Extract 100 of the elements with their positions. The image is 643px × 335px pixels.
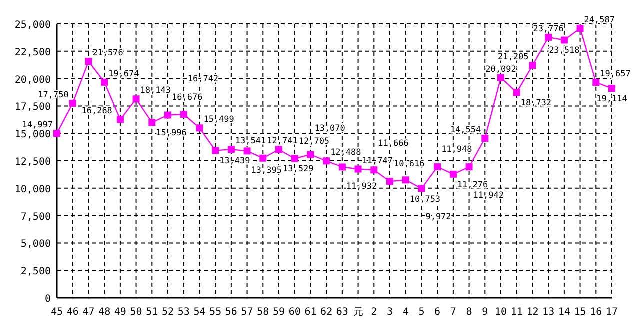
data-label: 13,070 (314, 124, 346, 134)
data-label: 14,997 (22, 120, 54, 131)
x-tick-label: 62 (320, 307, 333, 318)
point (466, 164, 473, 171)
x-tick-label: 17 (606, 307, 618, 318)
data-label: 19,114 (596, 94, 628, 105)
x-tick-label: 55 (210, 307, 222, 318)
data-label: 13,529 (283, 164, 314, 175)
point (244, 148, 251, 155)
point (434, 164, 442, 171)
point (276, 146, 282, 154)
x-tick-label: 47 (82, 307, 95, 318)
data-label: 21,205 (498, 52, 529, 63)
x-tick-label: 15 (574, 307, 586, 318)
x-tick-label: 3 (386, 307, 394, 318)
data-label: 18,143 (140, 86, 172, 96)
data-label: 13,541 (235, 136, 266, 147)
data-label: 9,972 (426, 212, 452, 223)
point (116, 116, 124, 124)
y-tick-label: 22,500 (14, 47, 51, 58)
x-tick-label: 13 (542, 307, 555, 318)
data-label: 11,666 (378, 139, 409, 150)
point (576, 25, 584, 32)
data-label: 12,741 (267, 136, 298, 146)
x-tick-label: 10 (494, 307, 508, 318)
data-label: 20,092 (486, 64, 516, 75)
y-tick-label: 10,000 (14, 184, 51, 196)
y-tick-label: 25,000 (14, 20, 51, 31)
y-tick-label: 2,500 (20, 266, 51, 278)
data-label: 16,676 (172, 93, 203, 104)
x-tick-label: 60 (288, 307, 301, 318)
data-label: 11,942 (473, 191, 504, 202)
x-tick-label: 48 (98, 307, 111, 318)
y-tick-label: 7,500 (20, 212, 51, 223)
point (560, 36, 568, 44)
data-label: 23,518 (549, 46, 580, 56)
x-tick-label: 45 (50, 307, 64, 318)
data-label: 15,499 (204, 115, 234, 126)
data-label: 16,268 (82, 106, 112, 117)
data-label: 12,488 (330, 148, 362, 158)
point (228, 146, 235, 154)
x-tick-label: 63 (336, 307, 348, 318)
point (386, 178, 394, 186)
y-tick-label: 15,000 (14, 130, 51, 141)
x-tick-label: 49 (114, 307, 126, 318)
point (101, 78, 108, 86)
point (323, 158, 330, 165)
point (212, 147, 220, 154)
point (307, 151, 314, 158)
data-label: 11,932 (346, 182, 378, 192)
data-label: 13,395 (251, 166, 282, 176)
point (260, 154, 267, 162)
y-tick-label: 0 (44, 294, 51, 305)
point (164, 112, 172, 119)
data-label: 10,753 (410, 195, 441, 206)
x-tick-label: 7 (450, 307, 456, 318)
x-tick-label: 51 (146, 307, 158, 318)
y-tick-label: 12,500 (14, 157, 51, 168)
data-label: 14,554 (450, 125, 482, 136)
x-tick-label: 9 (482, 307, 488, 318)
x-tick-label: 元 (353, 307, 364, 318)
x-tick-label: 58 (257, 307, 270, 318)
data-label: 11,747 (362, 156, 394, 166)
point (338, 164, 346, 171)
data-label: 11,276 (457, 180, 488, 190)
x-tick-label: 56 (225, 307, 238, 318)
y-tick-label: 17,500 (14, 102, 51, 114)
point (402, 176, 410, 184)
data-label: 24,587 (584, 16, 616, 26)
x-tick-label: 16 (590, 307, 602, 318)
point (592, 79, 600, 86)
point (132, 96, 140, 103)
point (148, 119, 156, 126)
point (608, 85, 616, 92)
data-label: 19,674 (108, 69, 140, 80)
x-tick-label: 50 (130, 307, 142, 318)
data-label: 11,948 (442, 145, 472, 156)
data-label: 19,657 (600, 70, 631, 80)
x-tick-label: 6 (434, 307, 441, 318)
x-tick-label: 53 (178, 307, 190, 318)
point (180, 111, 188, 118)
point (85, 58, 92, 66)
data-label: 12,705 (298, 136, 330, 147)
point (370, 166, 378, 174)
y-tick-label: 20,000 (14, 74, 51, 86)
point (498, 74, 504, 82)
x-tick-label: 4 (402, 307, 409, 318)
x-tick-label: 52 (162, 307, 174, 318)
x-tick-label: 5 (418, 307, 425, 318)
x-tick-label: 59 (272, 307, 286, 318)
x-tick-label: 8 (466, 307, 472, 318)
point (196, 124, 204, 132)
x-tick-label: 2 (371, 307, 378, 318)
x-tick-label: 57 (241, 307, 254, 318)
data-label: 18,732 (520, 98, 552, 109)
point (69, 100, 76, 107)
x-tick-label: 11 (510, 307, 523, 318)
point (418, 185, 426, 192)
point (513, 89, 520, 96)
point (291, 155, 298, 162)
